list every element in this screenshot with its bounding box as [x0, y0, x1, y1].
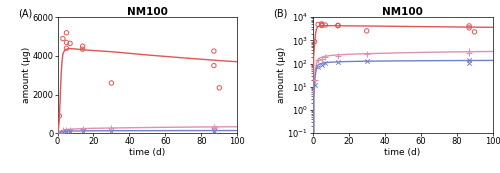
Point [318, 63, 326, 66]
Text: (B): (B) [273, 8, 287, 18]
Point [62, 31, 70, 34]
Point [362, 29, 370, 32]
Point [62, 130, 70, 133]
Point [465, 61, 473, 64]
Point [318, 24, 326, 27]
Point [108, 129, 116, 132]
Point [318, 24, 326, 26]
Point [56, 115, 64, 117]
Point [210, 126, 218, 129]
X-axis label: time (d): time (d) [130, 148, 166, 157]
Point [334, 24, 342, 27]
Point [318, 57, 326, 60]
Point [210, 130, 218, 133]
Point [322, 24, 330, 26]
Point [334, 61, 342, 64]
Point [322, 56, 330, 59]
Point [62, 129, 70, 131]
Point [216, 86, 224, 89]
Point [318, 22, 326, 25]
Point [310, 84, 318, 86]
Point [470, 30, 478, 33]
Point [56, 131, 64, 134]
Point [108, 82, 116, 84]
Y-axis label: amount (μg): amount (μg) [22, 47, 31, 103]
X-axis label: time (d): time (d) [384, 148, 420, 157]
Point [59, 37, 67, 40]
Y-axis label: amount (μg): amount (μg) [276, 47, 285, 103]
Title: NM100: NM100 [382, 7, 423, 17]
Point [210, 64, 218, 67]
Point [108, 127, 116, 130]
Point [334, 54, 342, 57]
Point [62, 47, 70, 50]
Point [362, 60, 370, 63]
Point [465, 59, 473, 62]
Point [210, 129, 218, 132]
Point [310, 79, 318, 81]
Point [78, 45, 86, 48]
Point [210, 125, 218, 128]
Point [59, 130, 67, 133]
Point [465, 50, 473, 53]
Point [465, 52, 473, 55]
Point [210, 50, 218, 52]
Point [66, 130, 74, 133]
Text: (A): (A) [18, 8, 32, 18]
Point [310, 40, 318, 43]
Point [66, 42, 74, 45]
Point [78, 128, 86, 130]
Point [314, 58, 322, 61]
Point [66, 128, 74, 131]
Point [62, 41, 70, 44]
Point [334, 24, 342, 27]
Point [322, 62, 330, 65]
Point [465, 26, 473, 29]
Point [362, 53, 370, 56]
Point [78, 130, 86, 132]
Title: NM100: NM100 [127, 7, 168, 17]
Point [59, 129, 67, 132]
Point [78, 48, 86, 51]
Point [314, 65, 322, 68]
Point [56, 132, 64, 134]
Point [314, 23, 322, 26]
Point [465, 25, 473, 27]
